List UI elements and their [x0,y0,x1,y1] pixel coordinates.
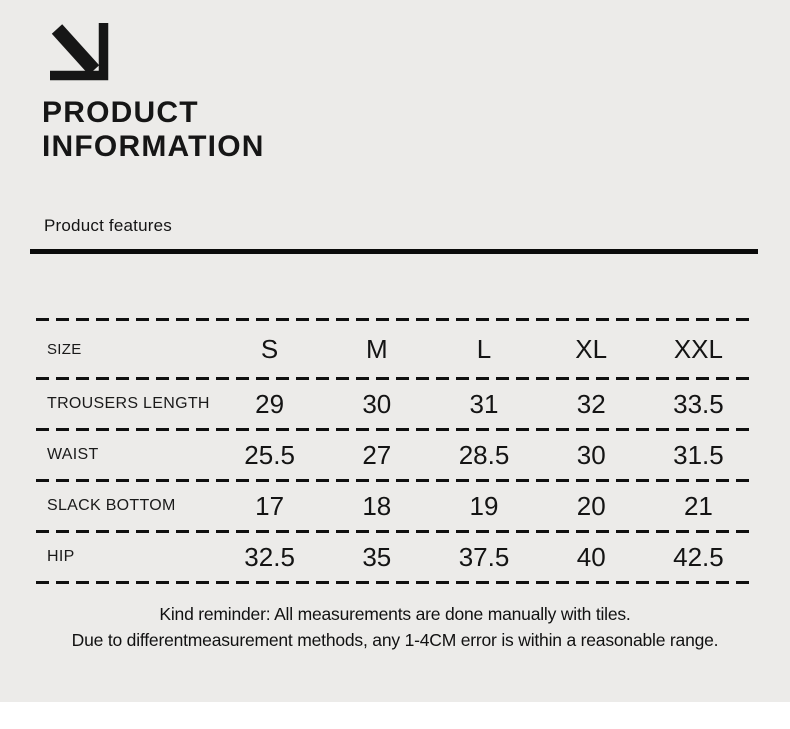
value-cell: 42.5 [673,541,724,572]
value-cell: 31 [469,388,499,419]
dashed-divider [36,581,752,584]
section-divider [30,249,758,254]
value-cell: 28.5 [458,439,510,470]
product-info-panel: PRODUCT INFORMATION Product features SIZ… [0,0,790,702]
value-cell: 21 [683,490,713,521]
value-cell: 25.5 [244,439,295,470]
value-cell: 33.5 [673,388,724,419]
value-cell: 32.5 [244,541,295,572]
size-header-label: SIZE [47,340,82,358]
col-header-m: M [365,333,388,364]
value-cell: 18 [362,490,392,521]
table-row-trousers-length: TROUSERS LENGTH 29 30 31 32 33.5 [36,380,752,428]
col-header-xxl: XXL [673,333,723,364]
page-title-line2: INFORMATION [42,130,265,163]
value-cell: 35 [362,541,392,572]
row-label: TROUSERS LENGTH [47,395,210,412]
value-cell: 29 [255,388,285,419]
value-cell: 32 [576,388,606,419]
arrow-down-right-icon [50,23,109,81]
value-cell: 20 [576,490,606,521]
value-cell: 17 [255,490,285,521]
dashed-divider [36,428,752,431]
value-cell: 30 [576,439,606,470]
dashed-divider [36,530,752,533]
value-cell: 27 [362,439,392,470]
col-header-xl: XL [575,333,608,364]
product-features-label: Product features [44,216,172,235]
value-cell: 37.5 [458,541,510,572]
row-label: HIP [47,548,75,565]
kind-reminder-text: Kind reminder: All measurements are done… [0,601,790,653]
dashed-divider [36,479,752,482]
row-label: SLACK BOTTOM [47,497,176,514]
value-cell: 31.5 [673,439,724,470]
value-cell: 30 [362,388,392,419]
table-header-row: SIZE S M L XL XXL [36,321,752,377]
dashed-divider [36,377,752,380]
reminder-line1: Kind reminder: All measurements are done… [159,604,631,624]
table-row-hip: HIP 32.5 35 37.5 40 42.5 [36,533,752,581]
table-row-slack-bottom: SLACK BOTTOM 17 18 19 20 21 [36,482,752,530]
value-cell: 40 [576,541,606,572]
col-header-l: L [476,333,492,364]
row-label: WAIST [47,446,99,463]
dashed-divider [36,318,752,321]
page-title-line1: PRODUCT [42,96,199,129]
col-header-s: S [260,333,279,364]
size-chart-table: SIZE S M L XL XXL TROUSERS LENGTH 29 30 … [36,318,752,584]
value-cell: 19 [469,490,499,521]
page-title: PRODUCT INFORMATION [42,96,265,164]
reminder-line2: Due to differentmeasurement methods, any… [71,630,719,650]
table-row-waist: WAIST 25.5 27 28.5 30 31.5 [36,431,752,479]
